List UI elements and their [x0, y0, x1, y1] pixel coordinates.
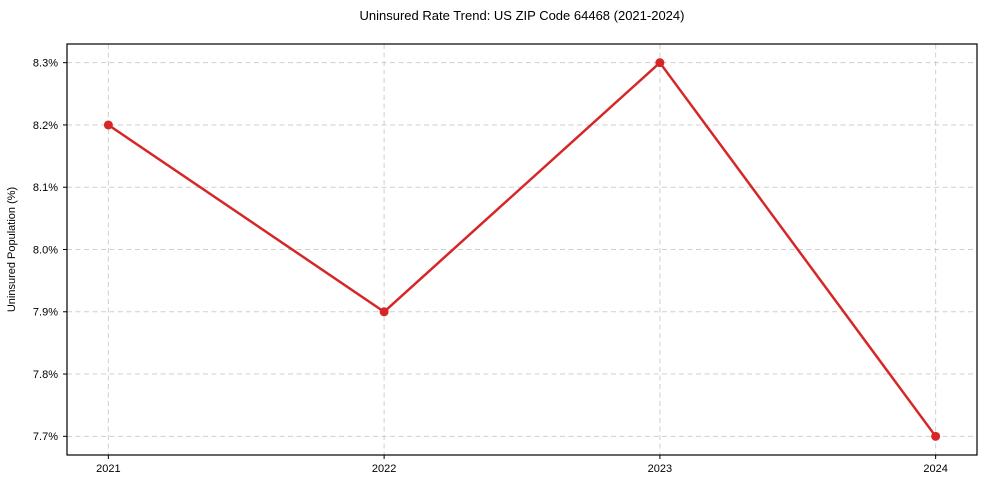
x-tick-label: 2022 — [372, 463, 396, 475]
chart-title: Uninsured Rate Trend: US ZIP Code 64468 … — [360, 8, 685, 23]
grid-layer — [67, 44, 977, 455]
x-tick-label: 2023 — [648, 463, 672, 475]
y-tick-label: 7.7% — [33, 431, 58, 443]
y-tick-label: 7.9% — [33, 307, 58, 319]
y-tick-label: 7.8% — [33, 369, 58, 381]
y-tick-label: 8.2% — [33, 120, 58, 132]
data-point-marker — [931, 431, 941, 441]
data-point-marker — [379, 307, 389, 317]
y-tick-label: 8.0% — [33, 244, 58, 256]
x-tick-label: 2024 — [923, 463, 947, 475]
data-point-marker — [103, 120, 113, 130]
trend-line — [107, 61, 937, 438]
y-tick-label: 8.1% — [33, 182, 58, 194]
axes-layer: 2021 2022 2023 2024 7.7% 7.8% 7.9% 8.0% 8.1% 8.2%… — [33, 43, 978, 475]
y-axis-label: Uninsured Population (%) — [6, 187, 18, 312]
data-point-marker — [655, 58, 665, 68]
x-tick-label: 2021 — [96, 463, 120, 475]
series-layer — [103, 58, 941, 441]
y-tick-label: 8.3% — [33, 57, 58, 69]
